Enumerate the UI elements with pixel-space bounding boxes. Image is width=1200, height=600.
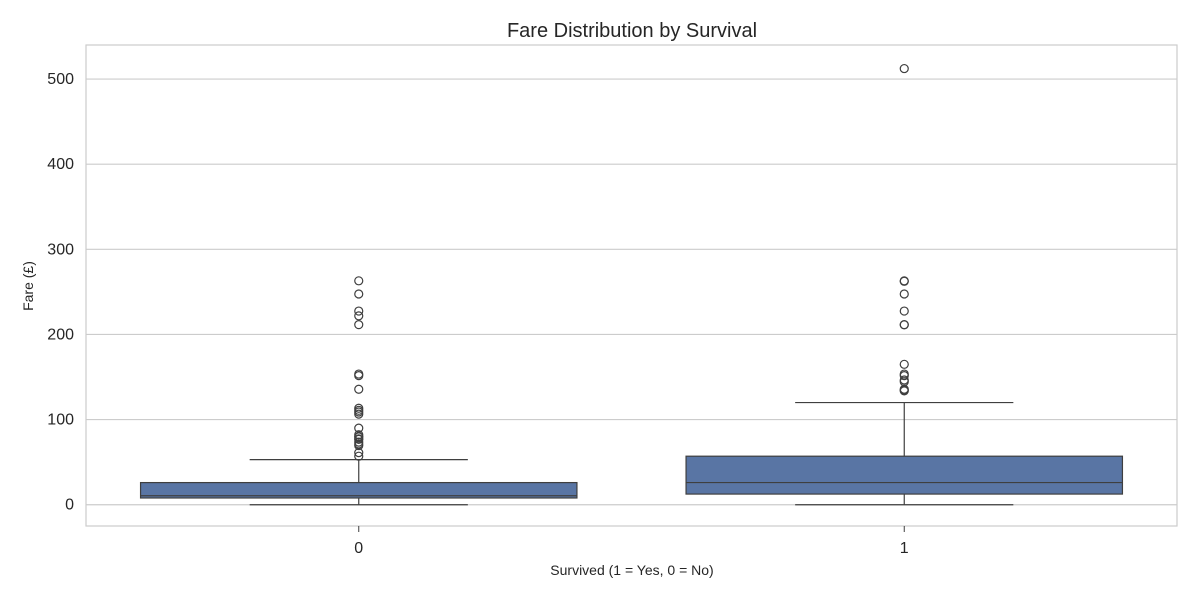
box-group-0 [139,276,578,506]
outlier-point [354,276,364,286]
box-body [685,455,1124,495]
outlier-point [354,434,364,445]
x-tick-label: 0 [354,540,363,557]
y-tick-label: 500 [47,71,74,88]
outlier-point [899,359,909,369]
box-body [139,481,578,499]
outlier-point [354,451,364,461]
outlier-point [354,306,364,316]
outlier-point [354,448,364,458]
y-tick-label: 400 [47,156,74,173]
y-tick-label: 0 [65,497,74,514]
outlier-point [354,371,364,381]
y-tick-label: 200 [47,326,74,343]
outlier-point [354,440,364,451]
outlier-point [354,311,364,321]
outlier-point [899,371,909,381]
outlier-point [899,289,909,299]
axis-ticks: 0 100 200 300 400 500 0 1 [47,71,909,557]
x-tick-label: 1 [900,540,909,557]
outlier-point [354,289,364,299]
outlier-point [899,386,909,396]
outlier-point [899,63,909,74]
outlier-point [354,384,364,394]
outlier-point [899,276,909,286]
boxes [139,63,1124,506]
outlier-point [899,306,909,316]
outlier-point [354,320,364,330]
plot-frame [85,44,1178,527]
x-axis-label: Survived (1 = Yes, 0 = No) [550,562,713,578]
outlier-point [354,409,364,419]
chart-title: Fare Distribution by Survival [507,20,757,42]
outlier-point [899,320,909,330]
box-group-1 [685,63,1124,506]
gridlines [86,78,1177,506]
y-tick-label: 100 [47,412,74,429]
y-axis-label: Fare (£) [20,261,36,311]
y-tick-label: 300 [47,241,74,258]
